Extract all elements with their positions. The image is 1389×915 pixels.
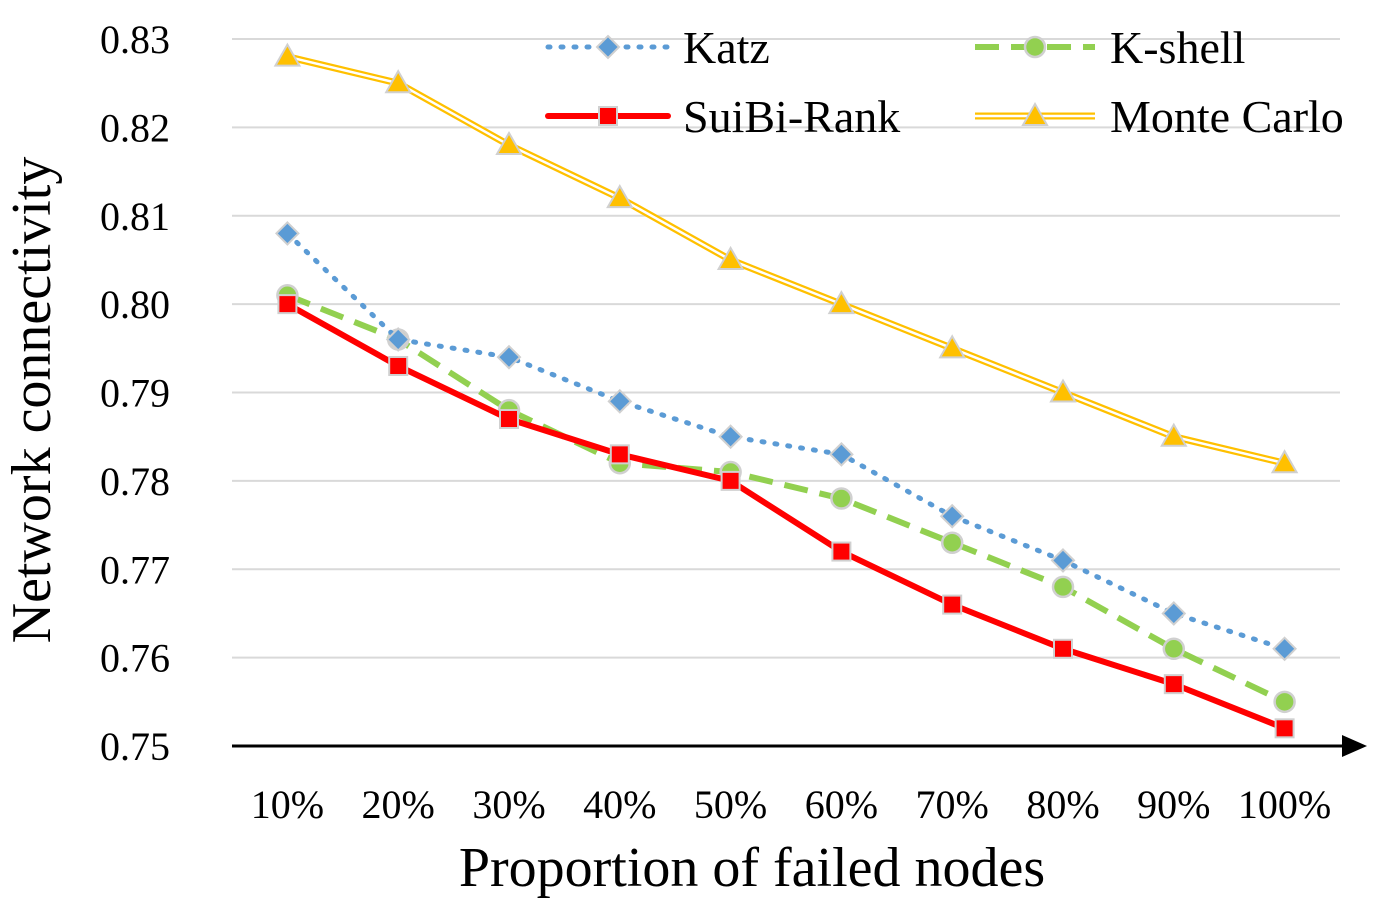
legend-label-katz: Katz <box>683 22 770 73</box>
y-tick-label: 0.83 <box>100 17 170 62</box>
data-point-suibi-rank <box>388 355 409 376</box>
series-katz <box>274 221 1298 662</box>
y-tick-label: 0.77 <box>100 547 170 592</box>
x-axis-arrow <box>1342 735 1367 757</box>
y-axis-title: Network connectivity <box>1 157 63 644</box>
data-point-suibi-rank <box>1053 638 1073 659</box>
gridlines <box>232 38 1340 659</box>
legend-label-monte-carlo: Monte Carlo <box>1110 91 1344 142</box>
x-tick-label: 60% <box>805 782 878 827</box>
series-group <box>273 42 1299 739</box>
data-point-katz <box>1161 601 1187 626</box>
series-monte-carlo <box>273 42 1299 474</box>
data-point-monte-carlo <box>495 131 523 156</box>
series-k-shell <box>276 284 1296 714</box>
data-point-suibi-rank <box>1274 718 1295 739</box>
data-point-k-shell <box>1051 575 1075 599</box>
data-point-monte-carlo <box>384 69 412 94</box>
series-line-k-shell <box>286 292 1286 705</box>
y-tick-label: 0.82 <box>100 105 170 150</box>
data-point-katz <box>385 327 411 352</box>
data-point-katz <box>828 441 854 467</box>
x-tick-label: 10% <box>251 782 324 827</box>
legend-item-suibi-rank: SuiBi-Rank <box>545 91 900 142</box>
legend-marker-monte-carlo <box>1021 101 1049 126</box>
x-tick-label: 20% <box>362 782 435 827</box>
legend-item-monte-carlo: Monte Carlo <box>975 91 1344 142</box>
legend-marker-katz <box>595 34 621 60</box>
x-tick-label: 50% <box>694 782 767 827</box>
y-tick-label: 0.78 <box>100 459 170 504</box>
series-suibi-rank <box>277 294 1295 739</box>
data-point-k-shell <box>830 487 853 510</box>
y-tick-labels: 0.75 0.76 0.77 0.78 0.79 0.80 0.81 0.82 0.83 <box>100 17 170 769</box>
x-tick-label: 80% <box>1026 782 1099 827</box>
data-point-suibi-rank <box>720 470 741 491</box>
x-tick-label: 30% <box>472 782 545 827</box>
legend-marker-k-shell <box>1023 35 1047 59</box>
y-tick-label: 0.81 <box>100 194 170 239</box>
data-point-katz <box>718 424 744 450</box>
x-tick-labels: 10% 20% 30% 40% 50% 60% 70% 80% 90% 100% <box>251 782 1332 827</box>
y-tick-label: 0.80 <box>100 282 170 327</box>
data-point-k-shell <box>940 531 964 554</box>
legend-label-k-shell: K-shell <box>1110 22 1245 73</box>
data-point-suibi-rank <box>831 541 852 562</box>
data-point-katz <box>607 388 633 414</box>
data-point-suibi-rank <box>499 409 519 430</box>
data-point-suibi-rank <box>942 594 963 615</box>
legend-label-suibi-rank: SuiBi-Rank <box>683 91 900 142</box>
x-tick-label: 70% <box>916 782 989 827</box>
legend-marker-suibi-rank <box>598 106 618 126</box>
data-point-suibi-rank <box>1163 674 1184 695</box>
x-tick-label: 90% <box>1137 782 1210 827</box>
data-point-monte-carlo <box>1270 449 1299 474</box>
data-point-monte-carlo <box>938 334 966 359</box>
legend-item-k-shell: K-shell <box>975 22 1245 73</box>
x-axis <box>232 735 1367 757</box>
data-point-k-shell <box>1273 690 1296 714</box>
y-tick-label: 0.75 <box>100 724 170 769</box>
data-point-katz <box>939 503 965 529</box>
series-line-katz <box>284 230 1288 652</box>
legend-item-katz: Katz <box>545 22 770 73</box>
data-point-suibi-rank <box>609 444 630 465</box>
data-point-monte-carlo <box>716 245 745 270</box>
x-tick-label: 100% <box>1238 782 1331 827</box>
y-tick-label: 0.79 <box>100 371 170 416</box>
data-point-monte-carlo <box>1160 422 1188 447</box>
data-point-suibi-rank <box>277 294 298 315</box>
data-point-katz <box>1050 547 1076 573</box>
data-point-monte-carlo <box>1049 378 1077 403</box>
y-tick-label: 0.76 <box>100 636 170 681</box>
data-point-monte-carlo <box>606 184 634 209</box>
x-axis-title: Proportion of failed nodes <box>459 837 1045 899</box>
series-line-suibi-rank <box>284 301 1288 732</box>
data-point-katz <box>274 221 300 246</box>
data-point-monte-carlo <box>827 290 856 315</box>
data-point-katz <box>1272 636 1298 662</box>
series-line-monte-carlo-inner <box>287 55 1285 465</box>
legend: Katz K-shell SuiBi-Rank Monte Carlo <box>545 22 1344 142</box>
data-point-monte-carlo <box>273 42 302 67</box>
x-tick-label: 40% <box>583 782 656 827</box>
data-point-katz <box>496 344 522 370</box>
data-point-k-shell <box>1162 637 1186 661</box>
